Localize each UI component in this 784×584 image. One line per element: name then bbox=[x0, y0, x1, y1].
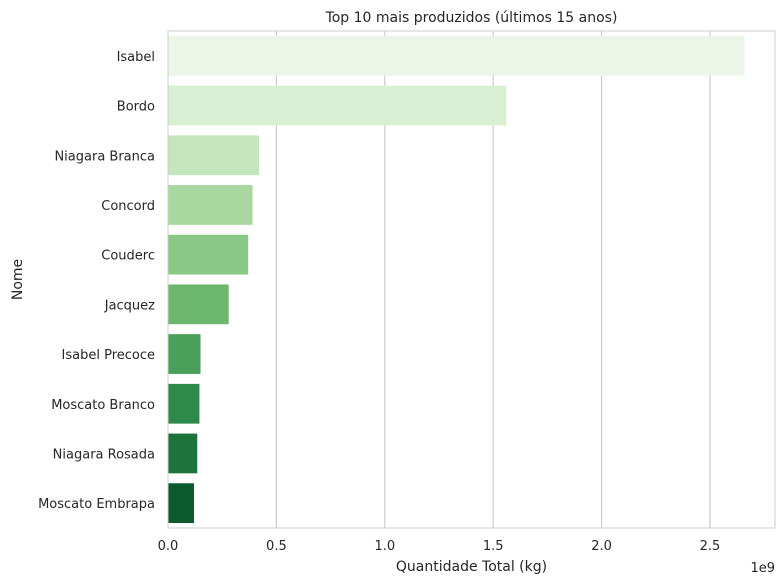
bar bbox=[168, 284, 229, 325]
bar bbox=[168, 383, 200, 424]
x-tick-label: 0.0 bbox=[158, 539, 179, 554]
y-tick-label: Jacquez bbox=[104, 298, 155, 313]
y-tick-label: Concord bbox=[101, 199, 155, 214]
x-tick-label: 1.5 bbox=[483, 539, 504, 554]
chart-title: Top 10 mais produzidos (últimos 15 anos) bbox=[325, 10, 618, 26]
x-tick-label: 1.0 bbox=[374, 539, 395, 554]
y-tick-label: Moscato Embrapa bbox=[38, 497, 155, 512]
x-tick-label: 2.0 bbox=[591, 539, 612, 554]
bars bbox=[168, 35, 745, 524]
plot-frame bbox=[167, 30, 776, 529]
x-axis-label: Quantidade Total (kg) bbox=[396, 559, 547, 575]
y-tick-label: Isabel Precoce bbox=[62, 348, 155, 363]
x-tick-label: 0.5 bbox=[266, 539, 287, 554]
x-tick-label: 2.5 bbox=[700, 539, 721, 554]
bar bbox=[168, 185, 253, 225]
x-offset-label: 1e9 bbox=[750, 561, 775, 576]
x-tick-labels: 0.0 0.5 1.0 1.5 2.0 2.5 bbox=[158, 539, 721, 554]
y-tick-label: Isabel bbox=[117, 50, 155, 65]
y-tick-label: Moscato Branco bbox=[51, 398, 155, 413]
y-axis-label: Nome bbox=[10, 259, 26, 300]
y-tick-labels: Isabel Bordo Niagara Branca Concord Couderc J… bbox=[38, 50, 155, 512]
bar bbox=[168, 85, 507, 126]
bar bbox=[168, 35, 745, 76]
bar bbox=[168, 483, 195, 524]
y-tick-label: Niagara Rosada bbox=[53, 447, 155, 462]
bar bbox=[168, 234, 249, 275]
bar bbox=[168, 334, 201, 374]
bar bbox=[168, 433, 198, 474]
y-tick-label: Couderc bbox=[101, 249, 155, 264]
bar bbox=[168, 135, 260, 176]
y-tick-label: Bordo bbox=[117, 100, 155, 115]
y-tick-label: Niagara Branca bbox=[54, 149, 155, 164]
